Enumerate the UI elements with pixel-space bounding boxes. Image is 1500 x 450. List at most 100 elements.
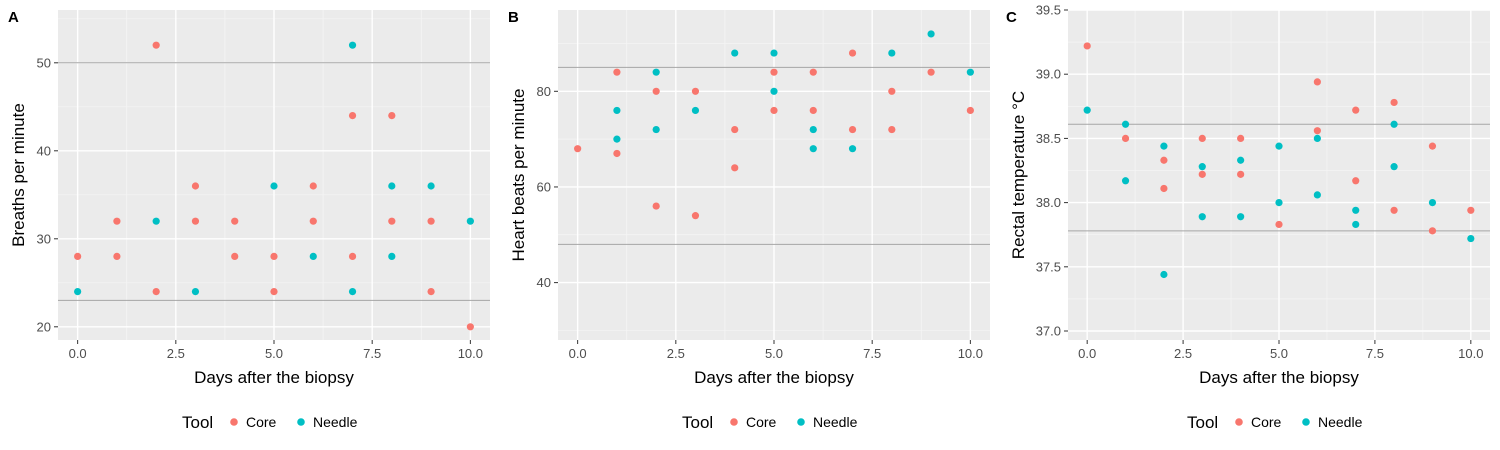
data-point (888, 125, 896, 134)
y-tick-label: 40 (37, 143, 51, 158)
y-tick-label: 38.0 (1036, 195, 1061, 210)
data-point (652, 202, 660, 210)
x-tick-label: 0.0 (1078, 346, 1096, 361)
data-point (1083, 106, 1091, 114)
y-tick-label: 38.5 (1036, 131, 1061, 146)
panel-c: 0.0 2.5 5.0 7.5 10.0 37.0 37.5 38.0 38.5 39.0 39.5… (1006, 3, 1490, 432)
legend-label-needle: Needle (813, 414, 858, 430)
data-point (770, 68, 778, 76)
data-point (231, 217, 239, 225)
data-point (1275, 199, 1283, 207)
data-point (691, 106, 700, 115)
data-point (348, 112, 357, 120)
data-point (574, 145, 582, 153)
legend-label-core: Core (1251, 414, 1282, 430)
data-point (1237, 156, 1245, 164)
legend-key-needle (297, 418, 305, 426)
legend: Tool Core Needle (682, 413, 858, 432)
data-point (848, 145, 857, 153)
data-point (270, 288, 278, 296)
data-point (1352, 106, 1360, 114)
series-core (74, 41, 474, 331)
data-point (152, 217, 160, 225)
data-point (1121, 120, 1130, 128)
data-point (152, 288, 160, 296)
data-point (770, 87, 778, 95)
data-point (270, 182, 278, 190)
data-point (1237, 170, 1245, 178)
data-point (231, 252, 239, 260)
legend-label-core: Core (246, 414, 277, 430)
x-tick-label: 7.5 (863, 346, 881, 361)
x-tick-label: 5.0 (765, 346, 783, 361)
data-point (427, 288, 435, 296)
data-point (1390, 163, 1398, 171)
y-tick-label: 50 (37, 55, 51, 70)
data-point (1198, 163, 1206, 171)
data-point (888, 87, 896, 95)
data-point (309, 252, 317, 260)
data-point (1160, 184, 1168, 193)
data-point (113, 252, 121, 260)
data-point (691, 212, 700, 220)
legend: Tool Core Needle (1187, 413, 1363, 432)
data-point (1160, 142, 1168, 150)
y-axis-title: Rectal temperature °C (1009, 91, 1028, 259)
y-axis-title: Breaths per minute (9, 103, 28, 247)
legend-key-core (230, 418, 238, 426)
data-point (927, 68, 935, 76)
data-point (466, 323, 474, 331)
data-point (348, 252, 357, 260)
data-point (1121, 177, 1130, 185)
legend-key-needle (1302, 418, 1310, 426)
data-point (74, 252, 82, 260)
legend-label-needle: Needle (1318, 414, 1363, 430)
data-point (74, 288, 82, 296)
data-point (731, 125, 739, 134)
data-point (191, 182, 200, 190)
series-core (1083, 42, 1475, 235)
data-point (1313, 134, 1321, 143)
series-needle (1083, 106, 1475, 279)
data-point (809, 68, 817, 76)
x-tick-label: 2.5 (1174, 346, 1192, 361)
data-point (1352, 220, 1360, 229)
legend-title: Tool (1187, 413, 1218, 432)
data-point (1467, 206, 1475, 214)
x-tick-label: 10.0 (458, 346, 483, 361)
x-tick-label: 10.0 (958, 346, 983, 361)
data-point (427, 217, 435, 225)
data-point (613, 149, 621, 158)
data-point (809, 106, 817, 115)
data-point (966, 106, 974, 115)
data-point (191, 288, 200, 296)
panel-label: B (508, 9, 519, 26)
data-point (927, 30, 935, 38)
data-point (848, 125, 857, 134)
data-point (388, 217, 396, 225)
legend-key-core (730, 418, 738, 426)
legend-title: Tool (682, 413, 713, 432)
data-point (388, 112, 396, 120)
legend: Tool Core Needle (182, 413, 358, 432)
data-point (152, 41, 160, 49)
data-point (1428, 199, 1437, 207)
y-tick-label: 20 (37, 319, 51, 334)
x-tick-label: 10.0 (1458, 346, 1483, 361)
y-tick-label: 37.5 (1036, 259, 1061, 274)
data-point (1313, 78, 1321, 86)
data-point (652, 125, 660, 134)
data-point (809, 145, 817, 153)
data-point (1352, 177, 1360, 185)
legend-label-core: Core (746, 414, 777, 430)
x-axis-title: Days after the biopsy (194, 368, 354, 387)
x-axis-title: Days after the biopsy (694, 368, 854, 387)
data-point (348, 288, 357, 296)
x-tick-label: 0.0 (69, 346, 87, 361)
data-point (613, 135, 621, 143)
y-tick-label: 40 (537, 275, 551, 290)
data-point (731, 164, 739, 172)
x-tick-label: 0.0 (569, 346, 587, 361)
data-point (1160, 156, 1168, 164)
x-axis-title: Days after the biopsy (1199, 368, 1359, 387)
